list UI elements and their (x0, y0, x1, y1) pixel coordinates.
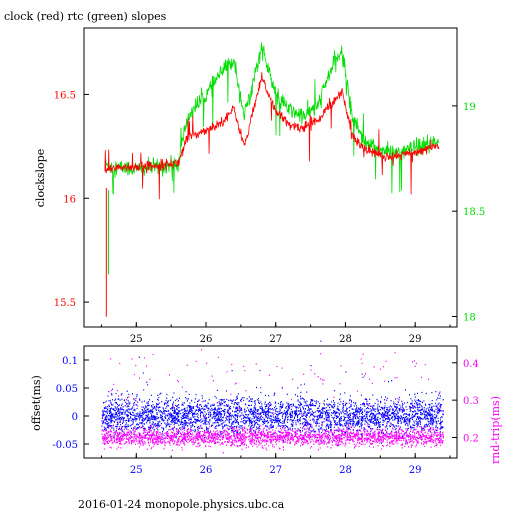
bottom-axes-group: 25 26 27 28 29 -0.05 0 0.05 0.1 0.2 0.3 0.4 (52, 356, 479, 476)
series-rndtrip-points (101, 349, 444, 454)
y2-tick-label: 18 (463, 312, 476, 323)
y2-tick-label: 0.4 (463, 359, 479, 370)
x-tick-label: 25 (130, 465, 143, 476)
top-axes-group: 25 26 27 28 29 15.5 16 16.5 18 18.5 19 (54, 90, 486, 345)
y2-axis-label-rndtrip: rnd-trip(ms) (489, 396, 502, 464)
y-tick-label: 16 (63, 194, 76, 205)
bottom-series-group (101, 340, 444, 454)
x-tick-label: 29 (409, 465, 422, 476)
series-clock-line (104, 72, 440, 200)
x-tick-label: 29 (409, 334, 422, 345)
x-tick-label: 25 (130, 334, 143, 345)
x-tick-label: 26 (200, 465, 213, 476)
bottom-plot-frame (83, 345, 458, 459)
y2-tick-label: 0.2 (463, 433, 479, 444)
bottom-panel: 25 26 27 28 29 -0.05 0 0.05 0.1 0.2 0.3 0.4 offset(… (30, 340, 502, 476)
top-panel: 25 26 27 28 29 15.5 16 16.5 18 18.5 19 clockslope (34, 27, 486, 345)
footer-host-date: 2016-01-24 monopole.physics.ubc.ca (78, 498, 285, 511)
x-tick-label: 27 (269, 334, 282, 345)
x-tick-label: 27 (269, 465, 282, 476)
y-tick-label: 0.05 (56, 384, 78, 395)
top-series-group (104, 42, 440, 317)
y2-tick-label: 18.5 (463, 207, 485, 218)
top-plot-frame (83, 27, 458, 328)
y-axis-label-offset: offset(ms) (30, 375, 43, 431)
x-tick-label: 28 (339, 334, 352, 345)
y-tick-label: 0.1 (62, 356, 78, 367)
y-tick-label: -0.05 (52, 440, 78, 451)
y-axis-label-clockslope: clockslope (34, 149, 47, 207)
chart-title: clock (red) rtc (green) slopes (4, 10, 167, 23)
y-tick-label: 0 (72, 412, 78, 423)
y-tick-label: 15.5 (54, 298, 76, 309)
x-tick-label: 28 (339, 465, 352, 476)
x-tick-label: 26 (200, 334, 213, 345)
y-tick-label: 16.5 (54, 90, 76, 101)
series-offset-points (101, 340, 444, 447)
y2-tick-label: 0.3 (463, 396, 479, 407)
y2-tick-label: 19 (463, 102, 476, 113)
